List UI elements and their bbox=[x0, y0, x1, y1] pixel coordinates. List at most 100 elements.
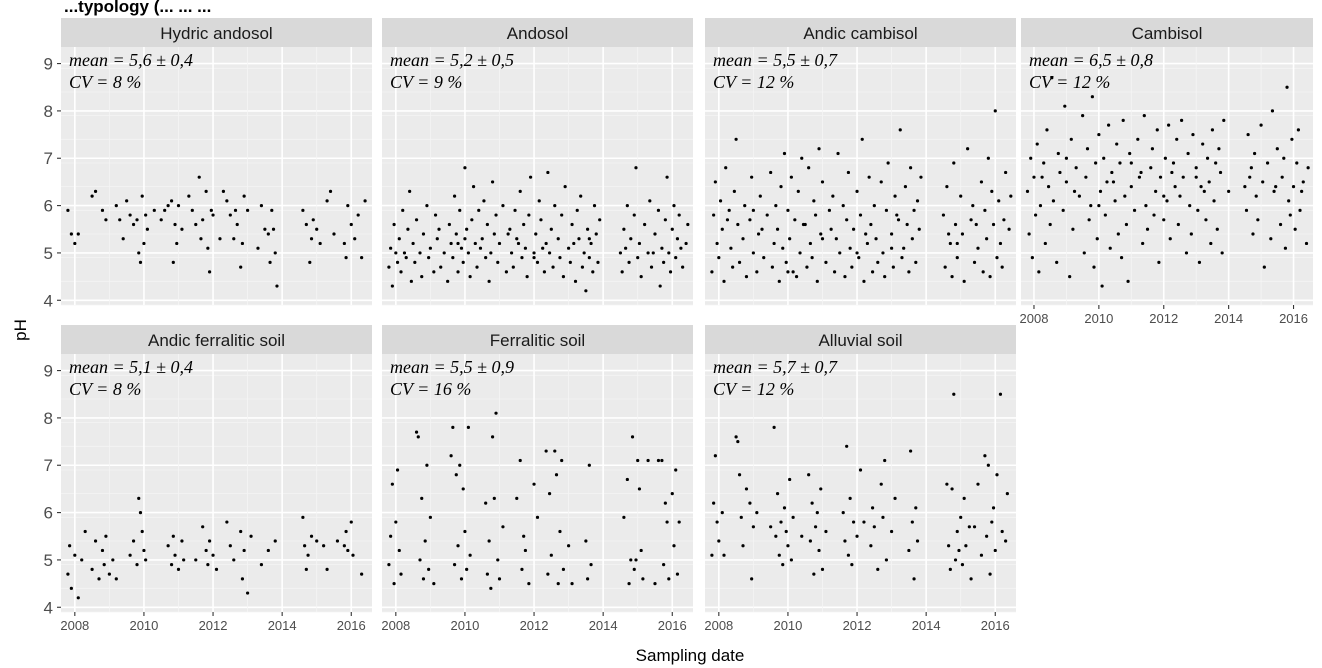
data-point bbox=[201, 218, 205, 222]
data-point bbox=[93, 539, 98, 543]
data-point bbox=[1027, 232, 1031, 236]
data-point bbox=[731, 265, 735, 269]
data-point bbox=[848, 496, 852, 500]
data-point bbox=[734, 435, 738, 439]
x-tick-label: 2012 bbox=[520, 618, 549, 633]
data-point bbox=[176, 567, 181, 571]
data-point bbox=[983, 454, 987, 458]
data-point bbox=[800, 534, 804, 538]
data-point bbox=[662, 260, 666, 264]
data-point bbox=[805, 265, 809, 269]
annotation-mean: mean = 6,5 ± 0,8 bbox=[1029, 50, 1153, 70]
data-point bbox=[463, 529, 467, 534]
data-point bbox=[791, 270, 795, 274]
data-point bbox=[646, 458, 650, 463]
data-point bbox=[363, 199, 367, 203]
data-point bbox=[960, 563, 965, 567]
data-point bbox=[1074, 166, 1078, 170]
data-point bbox=[1256, 218, 1260, 222]
data-point bbox=[1063, 104, 1067, 108]
data-point bbox=[76, 596, 80, 600]
data-point bbox=[622, 227, 626, 231]
data-point bbox=[1064, 156, 1069, 160]
data-point bbox=[843, 275, 847, 279]
data-point bbox=[532, 482, 536, 486]
data-point bbox=[858, 468, 863, 472]
data-point bbox=[974, 222, 978, 227]
data-point bbox=[425, 463, 429, 467]
y-tick-label: 6 bbox=[44, 197, 53, 216]
data-point bbox=[414, 430, 419, 434]
data-point bbox=[1097, 203, 1101, 208]
data-point bbox=[737, 473, 742, 477]
data-point bbox=[739, 515, 743, 519]
data-point bbox=[712, 213, 716, 217]
data-point bbox=[1136, 137, 1140, 141]
data-point bbox=[456, 241, 460, 246]
y-tick-label: 4 bbox=[44, 291, 53, 310]
data-point bbox=[228, 213, 232, 217]
y-tick-label: 9 bbox=[44, 362, 53, 381]
data-point bbox=[1045, 128, 1049, 132]
data-point bbox=[891, 265, 895, 269]
data-point bbox=[406, 227, 410, 231]
data-point bbox=[570, 222, 574, 227]
data-point bbox=[207, 539, 212, 543]
data-point bbox=[969, 577, 973, 581]
data-point bbox=[660, 458, 664, 463]
data-point bbox=[858, 213, 863, 217]
data-point bbox=[211, 213, 215, 217]
data-point bbox=[204, 189, 208, 193]
data-point bbox=[1137, 175, 1142, 179]
data-point bbox=[435, 237, 439, 241]
data-point bbox=[774, 203, 778, 208]
data-point bbox=[1123, 194, 1127, 198]
data-point bbox=[1296, 128, 1300, 132]
data-point bbox=[675, 572, 680, 576]
data-point bbox=[867, 175, 871, 179]
data-point bbox=[451, 256, 455, 260]
data-point bbox=[976, 246, 980, 250]
data-point bbox=[346, 203, 350, 208]
data-point bbox=[670, 492, 674, 496]
data-point bbox=[516, 241, 521, 246]
data-point bbox=[665, 175, 669, 179]
data-point bbox=[869, 544, 873, 548]
data-point bbox=[798, 251, 802, 255]
data-point bbox=[843, 539, 847, 543]
data-point bbox=[1194, 166, 1198, 170]
data-point bbox=[432, 270, 436, 274]
data-point bbox=[782, 151, 787, 156]
data-point bbox=[1094, 161, 1098, 165]
data-point bbox=[584, 539, 588, 543]
x-tick-label: 2010 bbox=[773, 618, 802, 633]
data-point bbox=[1272, 189, 1276, 193]
data-point bbox=[836, 151, 840, 156]
data-point bbox=[1058, 170, 1062, 175]
data-point bbox=[941, 213, 946, 217]
data-point bbox=[387, 563, 391, 567]
data-point bbox=[971, 203, 975, 208]
facet-strip bbox=[382, 325, 693, 354]
data-point bbox=[513, 208, 517, 212]
y-tick-label: 7 bbox=[44, 456, 53, 475]
data-point bbox=[138, 260, 143, 264]
data-point bbox=[518, 189, 522, 193]
data-point bbox=[69, 586, 73, 590]
data-point bbox=[1173, 185, 1177, 189]
data-point bbox=[668, 270, 673, 274]
data-point bbox=[446, 279, 450, 283]
data-point bbox=[135, 563, 139, 567]
x-tick-label: 2008 bbox=[704, 618, 733, 633]
annotation-cv: CV = 9 % bbox=[390, 72, 462, 92]
data-point bbox=[874, 237, 878, 241]
data-point bbox=[275, 284, 279, 288]
data-point bbox=[159, 218, 163, 222]
data-point bbox=[997, 199, 1001, 203]
data-point bbox=[273, 539, 277, 543]
data-point bbox=[846, 170, 851, 175]
data-point bbox=[587, 463, 591, 467]
data-point bbox=[1129, 185, 1133, 189]
data-point bbox=[1144, 203, 1148, 208]
data-point bbox=[1084, 175, 1088, 179]
